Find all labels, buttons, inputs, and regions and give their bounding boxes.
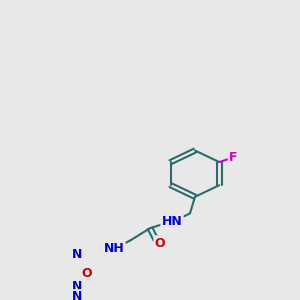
Text: O: O (82, 267, 92, 280)
Text: NH: NH (103, 242, 124, 255)
Text: N: N (72, 248, 82, 261)
Text: N: N (72, 280, 82, 293)
Text: F: F (229, 152, 238, 164)
Text: HN: HN (162, 215, 182, 228)
Text: O: O (155, 237, 165, 250)
Text: N: N (72, 290, 82, 300)
